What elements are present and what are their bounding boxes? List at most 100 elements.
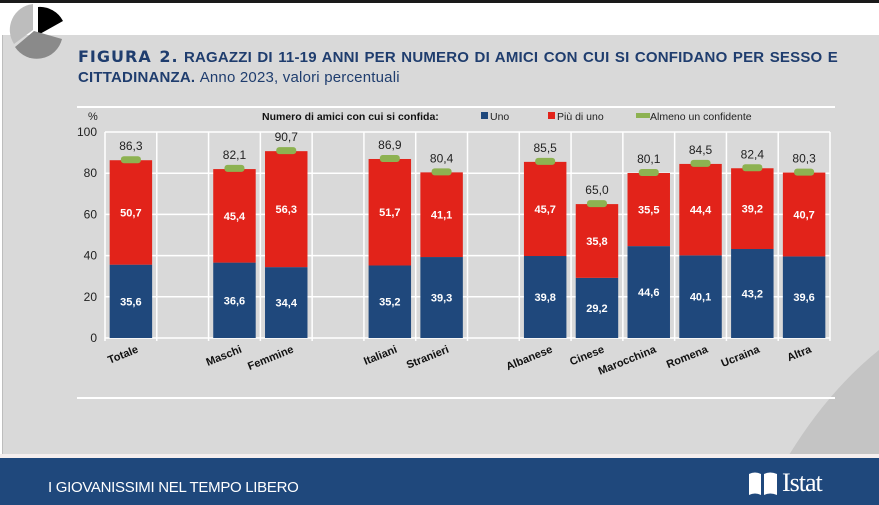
data-label-total: 80,1 [637,152,661,166]
data-label-piu-di-uno: 35,5 [638,205,659,217]
pie-chart-icon [9,4,63,59]
footer-bar [0,458,879,505]
x-tick-label: Italiani [362,344,399,368]
bar-piu-di-uno [109,160,153,265]
data-label-piu-di-uno: 51,7 [379,207,400,219]
data-label-total: 80,4 [430,151,454,165]
bar-uno [265,267,308,338]
x-axis-labels: Totale Maschi Femmine Italiani Stranieri Alba… [106,343,814,377]
data-label-total: 90,7 [275,130,299,144]
data-label-uno: 43,2 [742,289,763,301]
data-label-uno: 35,6 [120,296,141,308]
data-label-piu-di-uno: 50,7 [120,207,141,219]
data-label-uno: 39,8 [534,292,555,304]
legend-label-piu-di-uno: Più di uno [557,111,604,123]
y-tick-label: 20 [84,290,98,304]
figure-subtitle: Anno 2023, valori percentuali [199,69,400,86]
x-tick-label: Romena [665,343,711,371]
pie-slice-black [38,6,63,35]
bar-piu-di-uno [782,172,826,257]
x-tick-label: Stranieri [405,344,451,372]
marker-almeno-un-confidente [535,157,556,165]
bars: 35,6 50,7 86,3 36,6 45,4 82,1 34,4 56,3 90,7 35,2… [109,130,826,338]
data-label-piu-di-uno: 56,3 [276,204,297,216]
data-label-total: 86,3 [119,139,143,153]
data-label-total: 82,4 [741,147,765,161]
data-label-uno: 29,2 [586,303,607,315]
bar-uno [213,262,256,338]
legend-swatch-uno [481,112,488,119]
legend-title: Numero di amici con cui si confida: [262,111,439,123]
bar-uno [523,256,567,338]
stacked-bar-chart: % Numero di amici con cui si confida: Un… [77,106,835,399]
legend: Uno Più di uno Almeno un confidente [481,111,752,123]
data-label-total: 65,0 [585,183,609,197]
y-axis: 0 20 40 60 80 100 [77,125,97,345]
data-label-uno: 39,6 [793,292,814,304]
pie-slice-light [9,4,33,44]
istat-brand-text: Istat [782,468,823,497]
x-tick-label: Marocchina [597,343,659,377]
y-tick-label: 100 [77,125,97,139]
x-tick-label: Altra [785,343,814,364]
data-label-piu-di-uno: 35,8 [586,236,607,248]
corner-decoration [789,350,879,455]
y-axis-unit: % [88,111,98,123]
x-tick-label: Ucraina [720,343,763,370]
bar-piu-di-uno [368,158,412,266]
bar-uno [627,246,670,338]
pie-slice-dark [15,31,62,59]
marker-almeno-un-confidente [276,147,297,155]
x-tick-label: Totale [106,344,140,367]
marker-almeno-un-confidente [431,168,452,176]
marker-almeno-un-confidente [794,168,815,176]
legend-label-uno: Uno [490,111,509,123]
marker-almeno-un-confidente [742,164,763,172]
bar-uno [731,249,774,338]
data-label-piu-di-uno: 40,7 [793,210,814,222]
footer-separator [0,454,879,458]
bar-piu-di-uno [575,204,619,278]
figure-title: FIGURA 2. RAGAZZI DI 11-19 ANNI PER NUME… [78,47,838,88]
marker-almeno-un-confidente [638,168,659,176]
bar-piu-di-uno [627,172,670,247]
data-label-piu-di-uno: 39,2 [742,204,763,216]
data-label-piu-di-uno: 41,1 [431,210,452,222]
istat-logo: Istat [748,468,823,497]
data-label-piu-di-uno: 45,4 [224,211,246,223]
bar-piu-di-uno [731,168,774,250]
x-tick-label: Femmine [246,344,295,373]
y-tick-label: 40 [84,249,98,263]
footer-section-title: I GIOVANISSIMI NEL TEMPO LIBERO [48,479,299,496]
top-border [0,0,879,3]
marker-almeno-un-confidente [586,200,607,208]
legend-swatch-piu-di-uno [548,112,555,119]
y-tick-label: 80 [84,166,98,180]
data-label-uno: 36,6 [224,295,245,307]
data-label-piu-di-uno: 44,4 [690,205,712,217]
data-label-uno: 40,1 [690,292,711,304]
legend-swatch-almeno [636,113,650,118]
bar-piu-di-uno [213,169,256,263]
marker-almeno-un-confidente [690,159,711,167]
data-label-total: 80,3 [792,152,816,166]
bar-uno [420,257,463,338]
bar-uno [679,255,722,338]
data-label-piu-di-uno: 45,7 [534,204,555,216]
y-tick-label: 60 [84,207,98,221]
bar-uno [575,277,619,338]
figure-title-bold: RAGAZZI DI 11-19 ANNI PER NUMERO DI AMIC… [78,49,838,86]
y-tick-label: 0 [90,331,97,345]
bar-uno [368,265,412,338]
data-label-uno: 44,6 [638,287,659,299]
marker-almeno-un-confidente [379,154,400,162]
data-label-total: 84,5 [689,143,713,157]
bar-piu-di-uno [420,172,463,258]
bar-piu-di-uno [679,163,722,256]
bar-piu-di-uno [265,151,308,268]
data-label-uno: 39,3 [431,293,452,305]
marker-almeno-un-confidente [120,156,141,164]
figure-label: FIGURA 2. [78,47,179,66]
bar-uno [782,256,826,338]
bar-piu-di-uno [523,161,567,257]
